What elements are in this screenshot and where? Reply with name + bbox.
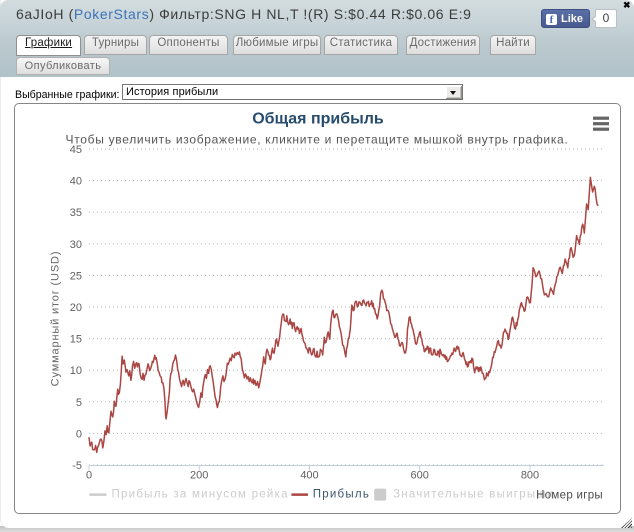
svg-text:Чтобы увеличить изображение, к: Чтобы увеличить изображение, кликните и …	[66, 133, 569, 147]
svg-text:400: 400	[300, 470, 318, 482]
svg-text:0: 0	[76, 428, 82, 440]
svg-text:600: 600	[411, 470, 429, 482]
svg-text:5: 5	[76, 397, 82, 409]
svg-text:Прибыль за минусом рейка: Прибыль за минусом рейка	[112, 489, 289, 501]
svg-text:45: 45	[70, 144, 82, 156]
svg-text:35: 35	[70, 207, 82, 219]
svg-text:Суммарный итог (USD): Суммарный итог (USD)	[50, 251, 62, 387]
svg-text:30: 30	[70, 239, 82, 251]
svg-text:25: 25	[70, 270, 82, 282]
svg-text:0: 0	[86, 470, 92, 482]
svg-text:10: 10	[70, 365, 82, 377]
svg-text:Прибыль: Прибыль	[313, 489, 370, 501]
svg-text:200: 200	[190, 470, 208, 482]
svg-text:40: 40	[70, 176, 82, 188]
svg-text:20: 20	[70, 302, 82, 314]
svg-text:Номер игры: Номер игры	[536, 490, 603, 502]
svg-text:15: 15	[70, 334, 82, 346]
svg-text:-5: -5	[72, 460, 82, 472]
svg-text:800: 800	[521, 470, 539, 482]
svg-text:Значительные выигрыши: Значительные выигрыши	[393, 489, 554, 501]
svg-text:Общая прибыль: Общая прибыль	[252, 111, 384, 128]
